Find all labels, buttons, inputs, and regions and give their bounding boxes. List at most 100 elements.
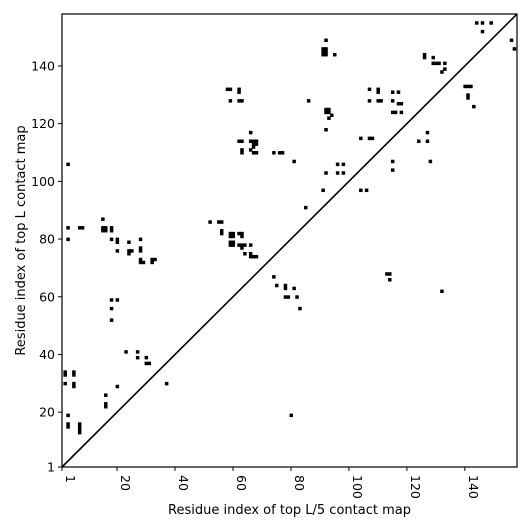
contact-cell [321,47,325,51]
contact-cell [219,228,224,233]
contact-cell [115,249,120,253]
contact-cell [480,21,485,25]
contact-cell [248,243,253,247]
contact-cell [275,283,279,288]
contact-cell [390,90,395,94]
contact-cell [138,246,143,250]
contact-cell [240,234,244,239]
contact-cell [219,231,224,236]
x-axis-ticks: 1 20 40 60 80 100 120 140 [61,467,481,499]
contact-cell [283,286,288,291]
contact-cell [335,162,340,167]
contact-cell [109,306,114,311]
contact-cell [359,188,363,193]
contact-cell [509,38,514,43]
contact-cell [512,47,517,51]
contact-cell [370,136,375,141]
contact-cell [466,96,470,100]
contact-cell [396,90,401,94]
contact-cell [443,61,447,66]
contact-cell [66,237,70,242]
contact-cell [248,148,253,152]
contact-cell [286,295,291,299]
contact-cell [324,50,328,54]
contact-cell [66,422,70,426]
contact-cell [72,384,76,389]
y-tick-label: 120 [31,116,55,131]
x-tick-label: 140 [466,475,481,499]
contact-cell [248,254,253,259]
contact-cell [306,99,311,103]
contact-cell [77,422,82,426]
contact-cell [434,61,438,66]
contact-cell [101,226,105,230]
contact-cell [469,84,473,89]
contact-cell [138,249,143,253]
contact-cell [324,107,328,112]
contact-cell [321,50,325,54]
contact-cell [425,139,430,143]
contact-cell [277,151,282,155]
contact-cell [396,102,401,106]
contact-cell [109,318,114,322]
contact-cell [109,237,114,242]
contact-cell [231,231,236,236]
contact-cell [109,226,114,230]
contact-cell [231,234,236,239]
diagonal-line [61,13,518,468]
contact-cell [390,168,395,172]
contact-cell [237,90,241,94]
contact-cell [463,84,467,89]
contact-cell [135,355,140,360]
contact-cell [443,67,447,71]
contact-cell [327,107,331,112]
contact-cell [164,381,169,386]
contact-cell [324,38,328,43]
contact-cell [240,148,244,152]
contact-cell [135,350,140,354]
x-axis-title: Residue index of top L/5 contact map [168,503,411,518]
contact-cell [272,275,276,279]
contact-cell [292,286,296,291]
contact-cell [324,110,328,115]
contact-cell [101,217,105,221]
contact-cell [248,252,253,256]
contact-cell [66,226,70,230]
contact-cell [109,228,114,233]
contact-cell [367,136,372,141]
y-tick-label: 1 [47,460,55,475]
contact-cell [440,289,444,294]
contact-cell [440,70,444,74]
contact-cell [147,361,151,366]
contact-cell [237,139,241,143]
contact-cell [324,47,328,51]
contact-cell [228,240,233,244]
y-axis-title: Residue index of top L contact map [14,125,29,355]
y-tick-label: 140 [31,58,55,73]
contact-cell [101,228,105,233]
contact-cell [72,381,76,386]
contact-cell [254,151,259,155]
contact-cell [63,370,67,374]
contact-cell [240,99,244,103]
contact-cell [298,306,302,311]
contact-cell [251,151,256,155]
contact-cell [466,84,470,89]
contact-cell [388,272,392,276]
y-tick-label: 60 [39,289,55,304]
contact-cell [104,393,108,397]
contact-cell [251,142,256,146]
contact-cell [321,52,325,57]
contact-cell [251,254,256,259]
x-tick-label: 80 [292,475,307,491]
contact-cell [144,361,149,366]
contact-cell [428,159,433,164]
contact-cell [379,99,383,103]
contact-cell [376,90,380,94]
contact-cell [127,240,131,244]
contact-cell [237,87,241,92]
contact-cell [251,139,256,143]
contact-cell [66,162,70,167]
contact-cell [254,139,259,143]
